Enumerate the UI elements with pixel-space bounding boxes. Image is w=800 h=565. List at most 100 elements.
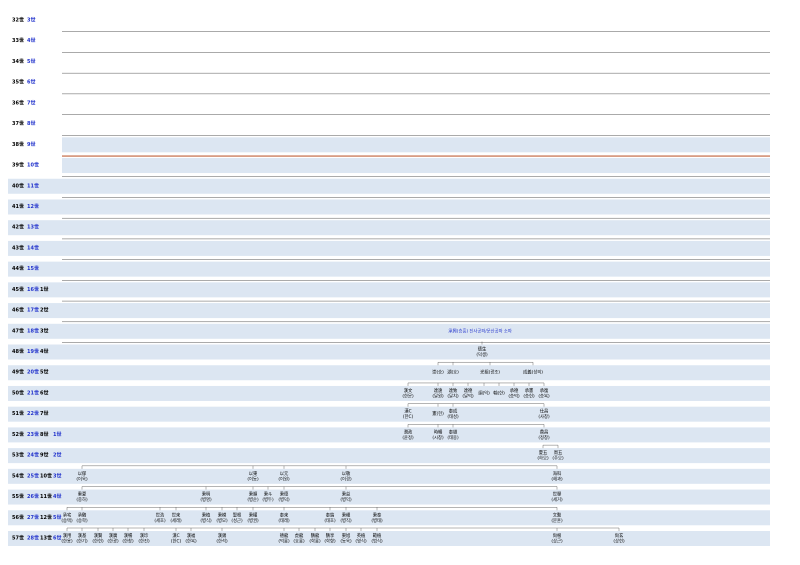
row-band bbox=[8, 531, 770, 546]
person-reading: (한기) bbox=[76, 538, 88, 545]
person-reading: (달원) bbox=[432, 392, 444, 399]
row-band bbox=[8, 448, 770, 464]
person-name: 崇(숭) bbox=[432, 369, 444, 376]
person-reading: (병권) bbox=[247, 517, 259, 524]
row-band bbox=[8, 365, 770, 381]
person-reading: (병태) bbox=[371, 517, 383, 524]
person-name: 泰鎬 bbox=[326, 511, 335, 518]
generation-label: 1世 bbox=[40, 286, 48, 293]
person-name: 尙玄 bbox=[615, 532, 624, 539]
person-reading: (정창) bbox=[538, 434, 550, 441]
person-reading: (병순) bbox=[247, 496, 259, 503]
person-name: 鶴享 bbox=[326, 532, 335, 539]
person-reading: (승학) bbox=[76, 517, 88, 524]
person-reading: (덕룡) bbox=[278, 538, 290, 545]
person-reading: (학룡) bbox=[309, 538, 321, 545]
generation-label: 11世 bbox=[40, 493, 52, 500]
person-reading: (태호) bbox=[324, 517, 336, 524]
person-reading: (병덕) bbox=[278, 496, 290, 503]
person-name: 秉斗 bbox=[264, 491, 273, 498]
generation-label: 4世 bbox=[53, 493, 61, 500]
generation-label: 41世 bbox=[12, 203, 24, 210]
person-reading: (승복) bbox=[538, 392, 550, 399]
person-name: 秉模 bbox=[218, 511, 227, 518]
generation-label: 26世 bbox=[27, 493, 39, 500]
person-name: 德龍 bbox=[280, 532, 289, 539]
person-name: 秉稷 bbox=[342, 511, 351, 518]
person-name: 時暢 bbox=[434, 428, 443, 435]
generation-label: 35世 bbox=[12, 79, 24, 86]
generation-label: 22世 bbox=[27, 410, 39, 417]
generation-label: 37世 bbox=[12, 120, 24, 127]
generation-label: 4世 bbox=[27, 37, 35, 44]
row-band bbox=[8, 199, 770, 215]
generation-label: 1世 bbox=[53, 431, 61, 438]
person-reading: (사창) bbox=[538, 413, 550, 420]
person-reading: (이욱) bbox=[76, 475, 88, 482]
person-reading: (세호) bbox=[154, 517, 166, 524]
generation-label: 20世 bbox=[27, 369, 39, 376]
row-band bbox=[8, 282, 770, 298]
person-name: 虎龍 bbox=[295, 532, 304, 539]
generation-label: 13世 bbox=[27, 224, 39, 231]
generation-label: 16世 bbox=[27, 286, 39, 293]
person-name: 漢賢 bbox=[94, 532, 103, 539]
person-name: 以敬 bbox=[342, 470, 351, 477]
generation-label: 10世 bbox=[40, 472, 52, 479]
generation-label: 12世 bbox=[27, 203, 39, 210]
person-reading: (해과) bbox=[551, 475, 563, 482]
generation-label: 40世 bbox=[12, 182, 24, 189]
generation-label: 3世 bbox=[53, 472, 61, 479]
person-reading: (태웅) bbox=[447, 434, 459, 441]
person-name: 漢暢 bbox=[124, 532, 133, 539]
person-reading: (상근) bbox=[551, 538, 563, 545]
person-name: 翊(익) bbox=[478, 389, 490, 396]
person-reading: (한C) bbox=[171, 539, 182, 545]
person-name: 承興(승흥) 진사공파/문산공파 소파 bbox=[448, 327, 512, 334]
generation-label: 48世 bbox=[12, 348, 24, 355]
generation-label: 5世 bbox=[27, 58, 35, 65]
person-reading: (병익) bbox=[340, 496, 352, 503]
person-reading: (병명) bbox=[200, 496, 212, 503]
person-name: 以元 bbox=[280, 471, 289, 477]
person-reading: (학향) bbox=[324, 538, 336, 545]
person-name: 翰(한) bbox=[493, 389, 505, 396]
generation-label: 7世 bbox=[40, 410, 48, 417]
generation-label: 8世 bbox=[27, 120, 35, 127]
person-reading: (태래) bbox=[278, 517, 290, 524]
person-name: 夏五 bbox=[539, 450, 548, 456]
generation-label: 12世 bbox=[40, 514, 52, 521]
generation-label: 10世 bbox=[27, 162, 39, 169]
person-reading: (중하) bbox=[76, 496, 88, 503]
person-name: 以郁 bbox=[78, 470, 87, 477]
person-name: 漢錫 bbox=[218, 532, 227, 539]
row-band bbox=[8, 489, 770, 505]
row-band bbox=[8, 468, 770, 484]
person-reading: (동욱) bbox=[340, 539, 352, 545]
generation-label: 52世 bbox=[12, 431, 24, 438]
generation-label: 17世 bbox=[27, 307, 39, 314]
person-name: 漢用 bbox=[63, 532, 72, 539]
generation-label: 45世 bbox=[12, 286, 24, 293]
generation-label: 25世 bbox=[27, 472, 39, 479]
person-name: 漢福 bbox=[187, 532, 196, 539]
person-name: 達德 bbox=[464, 387, 473, 394]
person-name: 泰來 bbox=[280, 511, 289, 518]
generation-label: 24世 bbox=[27, 452, 39, 459]
person-name: 秉德 bbox=[280, 491, 289, 498]
generation-label: 3世 bbox=[40, 327, 48, 334]
person-reading: (이경) bbox=[340, 475, 352, 482]
person-reading: (달치) bbox=[447, 392, 459, 399]
person-reading: (한복) bbox=[185, 539, 197, 545]
generation-label: 21世 bbox=[27, 389, 39, 396]
person-reading: (병식) bbox=[200, 517, 212, 524]
person-name: 重夏 bbox=[78, 491, 87, 498]
generation-label: 5世 bbox=[40, 369, 48, 376]
generation-label: 9世 bbox=[40, 452, 48, 459]
generation-label: 54世 bbox=[12, 472, 24, 479]
person-name: 海科 bbox=[553, 470, 562, 477]
person-reading: (한진) bbox=[138, 538, 150, 545]
row-band bbox=[8, 385, 770, 401]
row-band bbox=[8, 344, 770, 360]
